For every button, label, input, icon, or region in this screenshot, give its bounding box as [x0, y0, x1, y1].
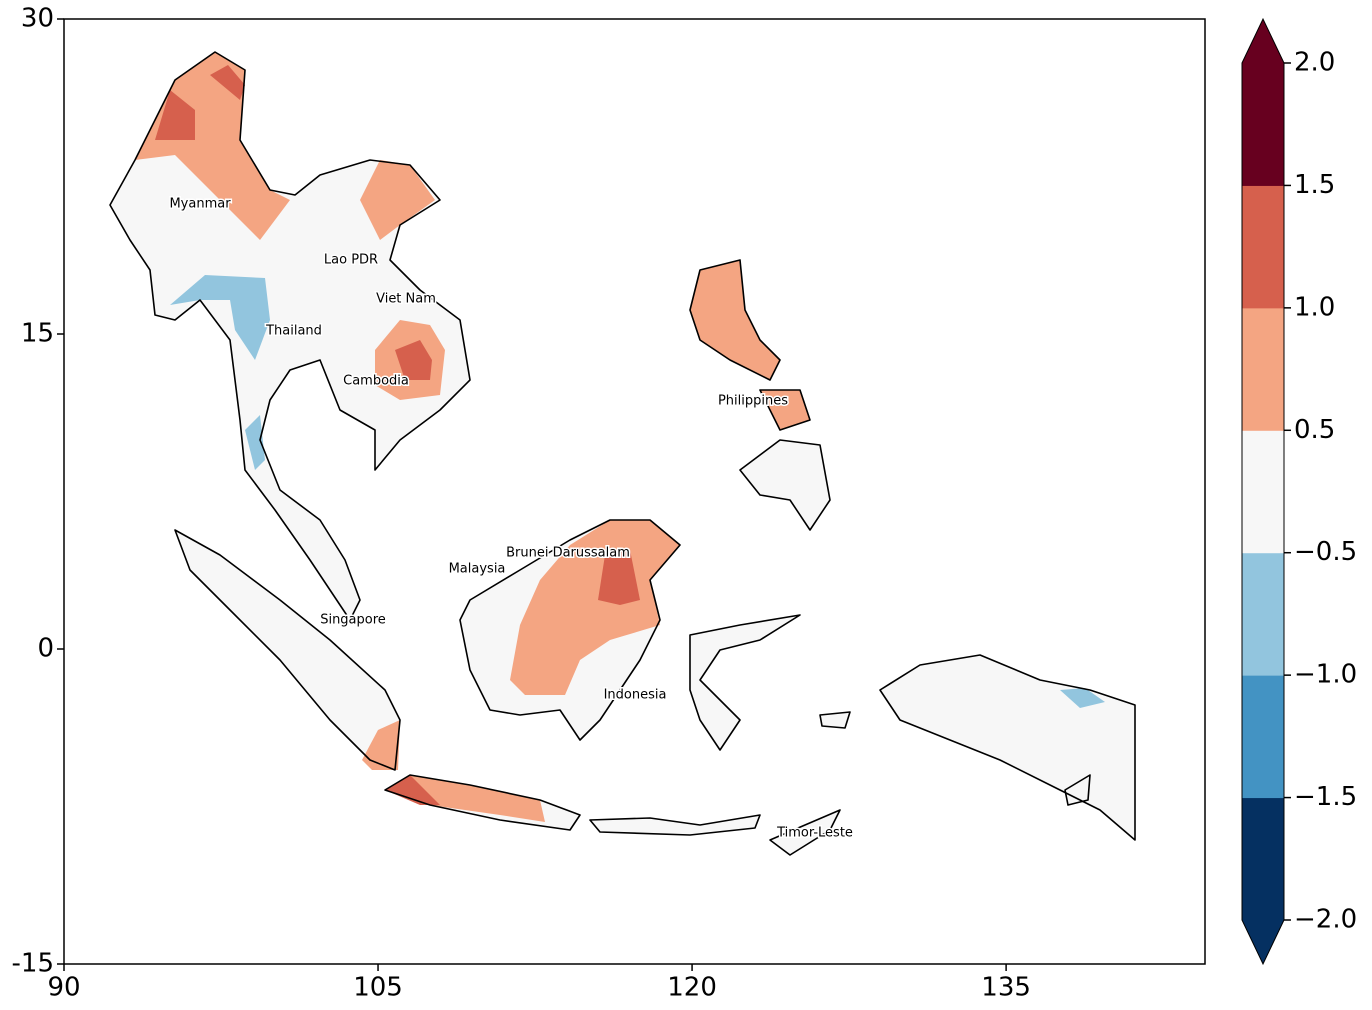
colorbar-tick-label: −1.5 [1294, 782, 1357, 812]
colorbar-tick-label: 1.0 [1294, 292, 1335, 322]
y-tick-label: 30 [21, 4, 54, 34]
colorbar-segment [1242, 430, 1284, 554]
country-label: Singapore [320, 613, 386, 628]
colorbar-segment [1242, 675, 1284, 799]
fill-region [385, 775, 545, 822]
y-tick-label: 0 [37, 634, 54, 664]
fill-region [170, 275, 270, 360]
fill-region [598, 550, 640, 605]
colorbar-segment [1242, 797, 1284, 921]
y-tick-label: 15 [21, 319, 54, 349]
country-label: Brunei Darussalam [506, 546, 630, 561]
country-label: Timor-Leste [776, 826, 853, 841]
fill-region [360, 160, 435, 240]
colorbar-tick-label: 2.0 [1294, 48, 1335, 78]
fill-region [690, 260, 780, 380]
country-label: Lao PDR [324, 253, 378, 268]
colorbar-segment [1242, 307, 1284, 431]
colorbar-extend-high [1242, 19, 1284, 63]
country-label: Indonesia [604, 688, 667, 703]
fill-region [1060, 688, 1105, 708]
fill-region [210, 65, 245, 100]
colorbar-segment [1242, 185, 1284, 309]
anomaly-fills [135, 52, 1105, 822]
fill-region [245, 415, 265, 470]
colorbar-tick-label: −2.0 [1294, 905, 1357, 935]
colorbar-tick-label: 0.5 [1294, 415, 1335, 445]
fill-region [155, 90, 195, 140]
country-label: Myanmar [169, 197, 231, 212]
country-label: Malaysia [449, 562, 506, 577]
x-tick-label: 105 [353, 973, 403, 1003]
fill-region [760, 390, 810, 430]
fill-region [395, 340, 432, 380]
y-tick-label: -15 [12, 949, 54, 979]
colorbar-tick-label: 1.5 [1294, 170, 1335, 200]
country-label: Viet Nam [376, 292, 436, 307]
map-frame [63, 18, 1206, 965]
colorbar-segment [1242, 63, 1284, 186]
fill-region [362, 720, 400, 770]
colorbar-tick-label: −0.5 [1294, 537, 1357, 567]
x-tick-label: 90 [47, 973, 80, 1003]
colorbar-tick-label: −1.0 [1294, 660, 1357, 690]
colorbar-segment [1242, 552, 1284, 676]
country-label: Thailand [265, 324, 322, 339]
fill-region [510, 520, 680, 695]
x-tick-label: 120 [667, 973, 717, 1003]
x-tick-label: 135 [981, 973, 1031, 1003]
country-label: Cambodia [343, 374, 409, 389]
colorbar-extend-low [1242, 920, 1284, 964]
country-label: Philippines [718, 394, 788, 409]
